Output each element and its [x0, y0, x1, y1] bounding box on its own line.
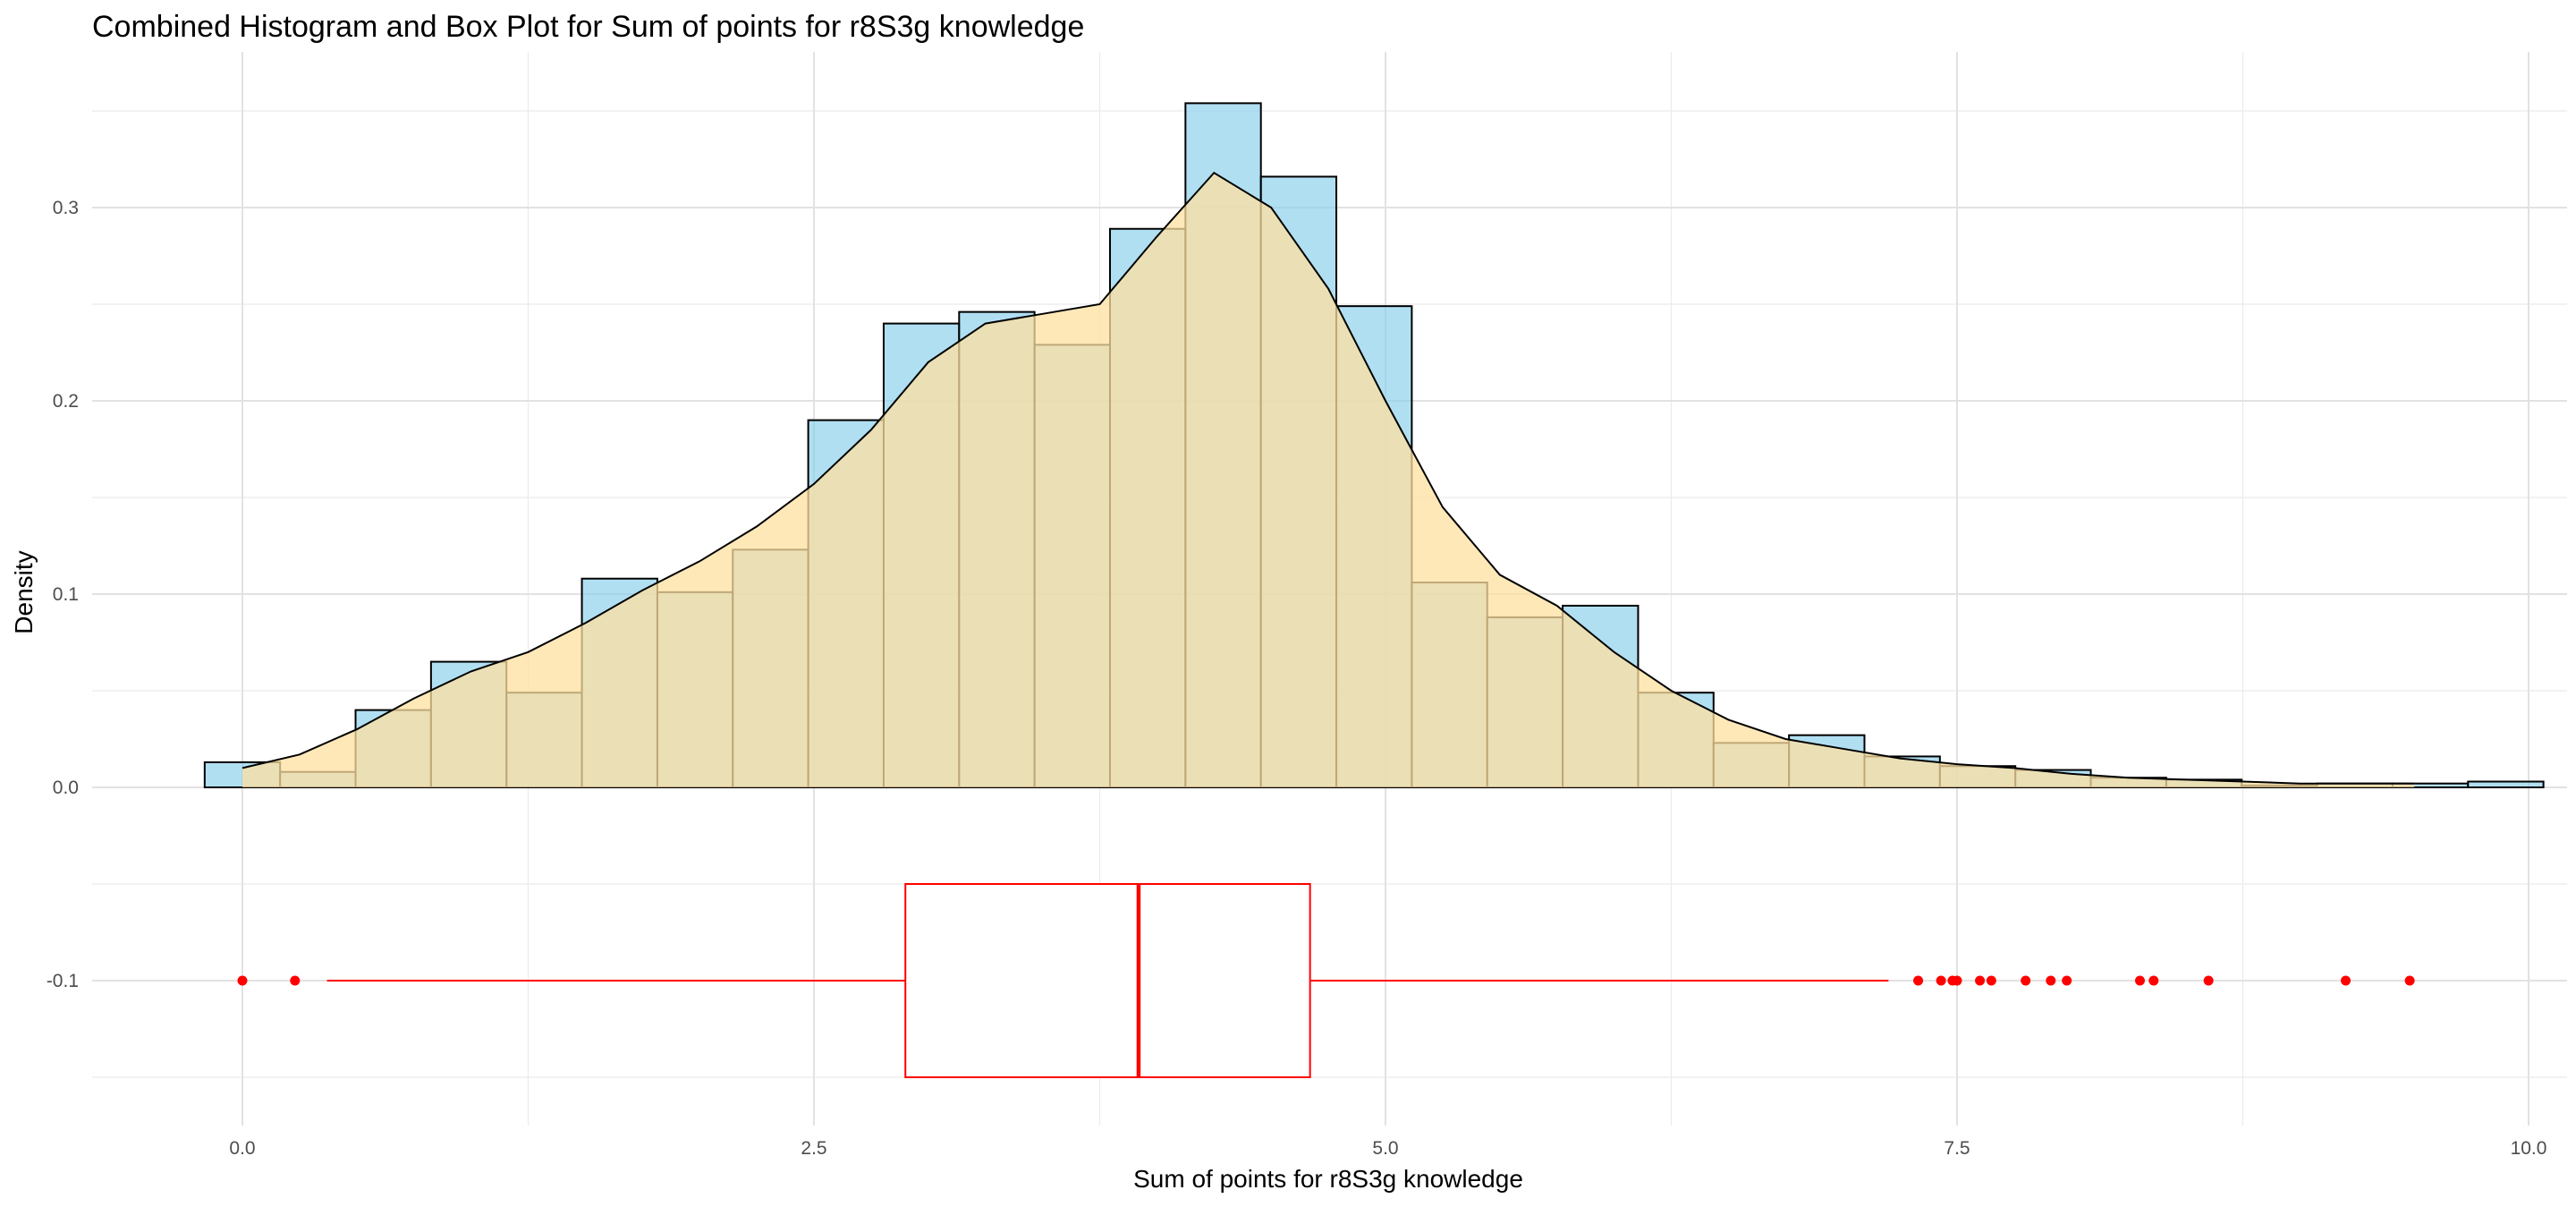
boxplot-outlier	[1913, 975, 1924, 986]
y-tick-label: 0.3	[53, 198, 79, 218]
histogram-bar	[2467, 780, 2545, 789]
boxplot-outlier	[1986, 975, 1996, 986]
y-axis-title: Density	[10, 550, 38, 633]
boxplot-outlier	[2134, 975, 2145, 986]
boxplot-outlier	[1975, 975, 1986, 986]
boxplot-box	[904, 883, 1311, 1078]
density-area	[242, 173, 2415, 788]
boxplot-layer	[237, 883, 2415, 1078]
x-tick-label: 7.5	[1944, 1138, 1970, 1159]
chart-title: Combined Histogram and Box Plot for Sum …	[92, 10, 1084, 44]
boxplot-outlier	[1952, 975, 1962, 986]
x-tick-label: 2.5	[801, 1138, 826, 1159]
boxplot-outlier	[1936, 975, 1946, 986]
x-tick-label: 5.0	[1372, 1138, 1398, 1159]
boxplot-outlier	[290, 975, 301, 986]
y-tick-label: 0.0	[53, 778, 79, 798]
axis-layer: 0.0 2.5 5.0 7.5 10.0 -0.1 0.0 0.1 0.2 0.3	[47, 198, 2547, 1159]
boxplot-outlier	[2021, 975, 2031, 986]
boxplot-outlier	[2203, 975, 2214, 986]
boxplot-outlier	[2404, 975, 2415, 986]
boxplot-outlier	[237, 975, 248, 986]
x-tick-label: 10.0	[2511, 1138, 2547, 1159]
y-tick-label: 0.1	[53, 584, 79, 605]
boxplot-outlier	[2341, 975, 2351, 986]
x-tick-label: 0.0	[229, 1138, 255, 1159]
y-tick-label: -0.1	[47, 971, 79, 991]
density-layer	[242, 171, 2415, 788]
x-axis-title: Sum of points for r8S3g knowledge	[1133, 1165, 1523, 1193]
boxplot-outlier	[2148, 975, 2159, 986]
y-tick-label: 0.2	[53, 391, 79, 412]
boxplot-outlier	[2046, 975, 2056, 986]
density-curve	[242, 171, 2415, 785]
boxplot-outlier	[2062, 975, 2072, 986]
